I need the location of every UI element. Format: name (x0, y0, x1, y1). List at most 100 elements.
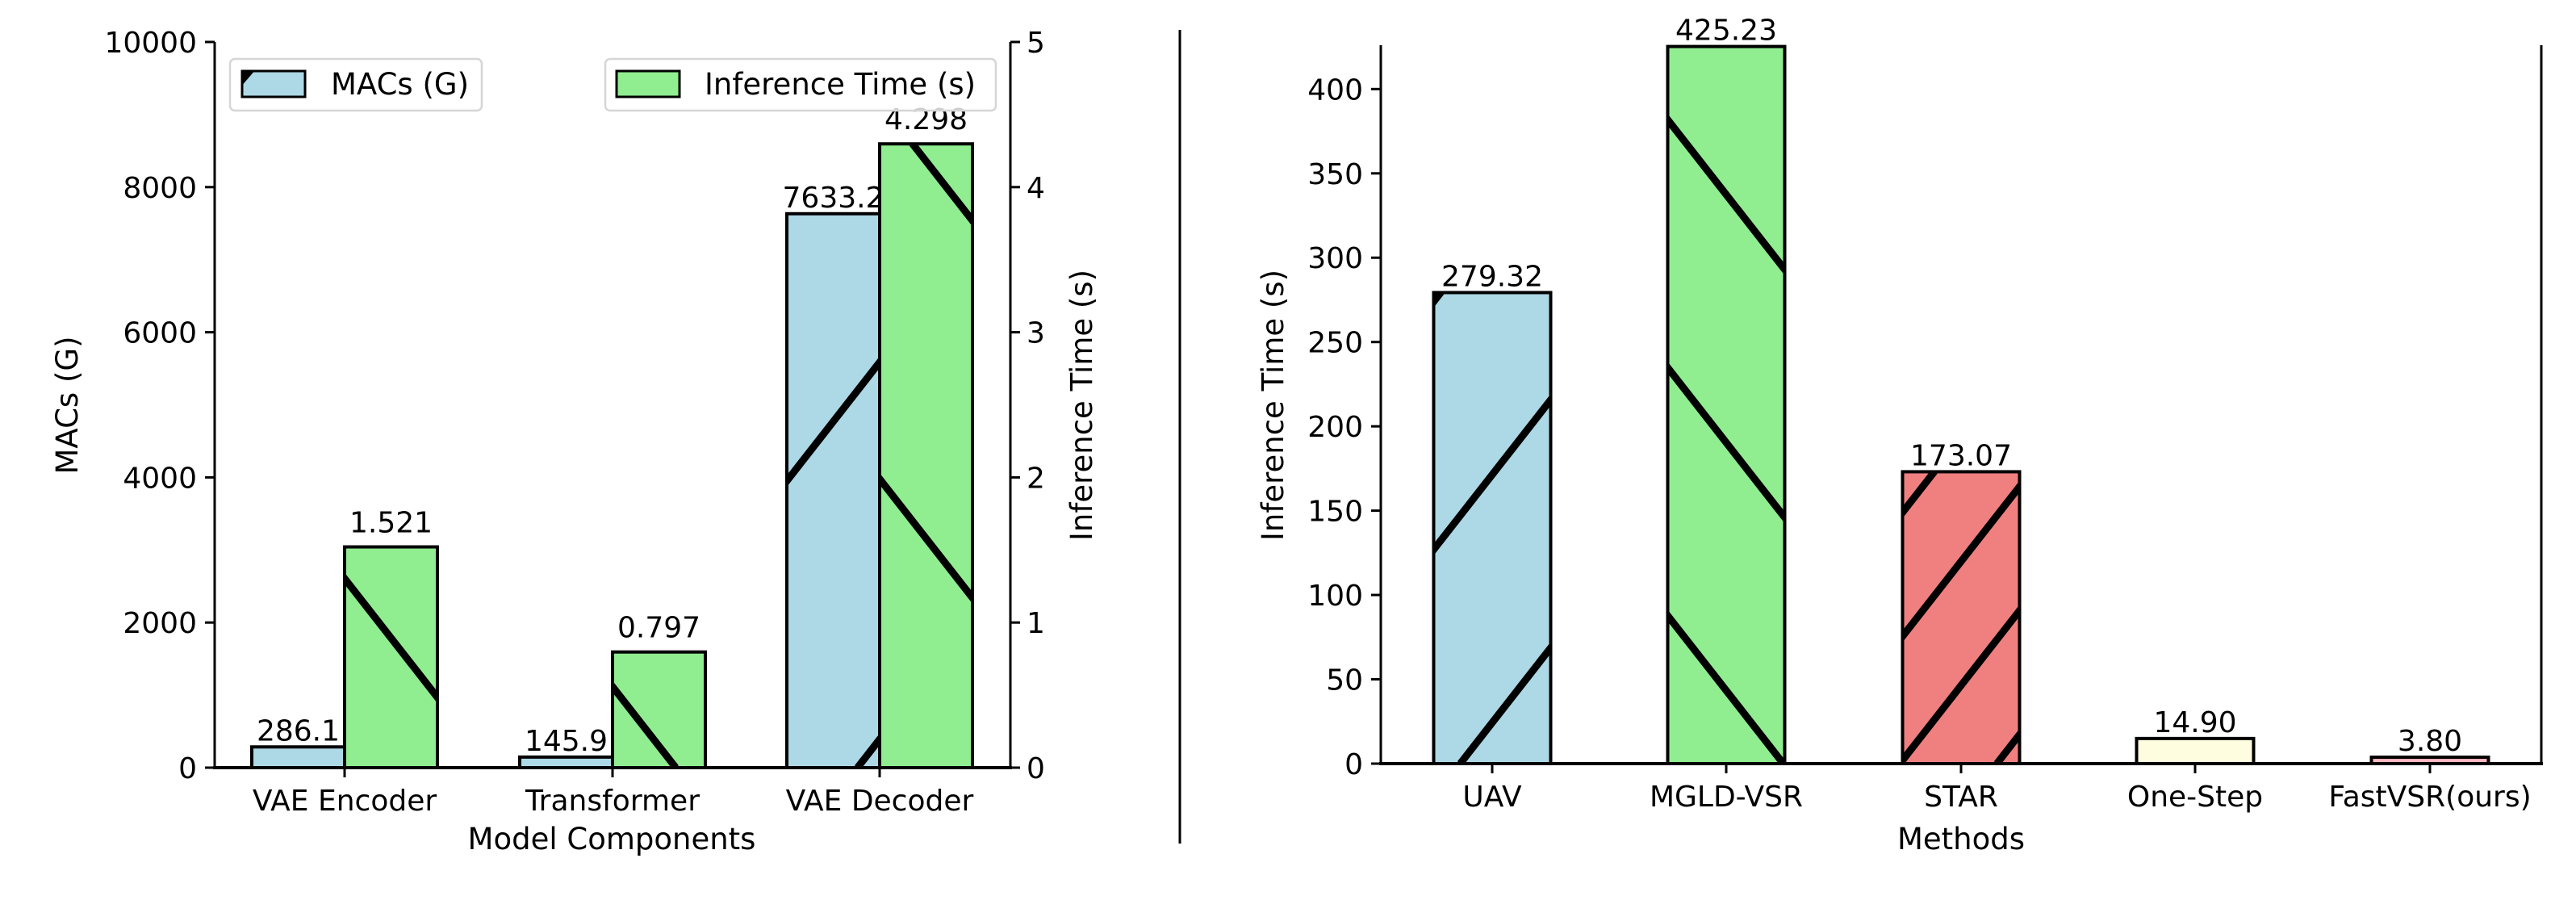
hatch-line (0, 0, 588, 768)
hatch-line (0, 0, 56, 768)
bar-inference-time (0, 0, 1377, 769)
hatch-line (787, 356, 880, 488)
hatch-line (593, 0, 1854, 768)
hatch-line (135, 0, 1396, 764)
bar-uav-hatch (0, 0, 1753, 764)
legend-macs-swatch-fill (240, 69, 307, 98)
hatch-line (800, 0, 2061, 768)
legend-macs-label: MACs (G) (331, 67, 469, 102)
bar-star-fill (1902, 471, 2020, 764)
y-tick-label: 2000 (123, 607, 197, 640)
bar-inference-time (593, 0, 1854, 769)
hatch-line (1993, 728, 2020, 764)
hatch-line (1667, 362, 1785, 524)
bar-inference-time-hatch (0, 0, 2284, 768)
bar-label-inference-time: 0.797 (617, 612, 700, 645)
bar-mgld-vsr-fill (1667, 46, 1785, 764)
bar-star-hatch (1222, 0, 2576, 764)
bar-inference-time-fill (345, 546, 437, 768)
left-x-ticks: VAE Encoder Transformer VAE Decoder (253, 768, 974, 818)
right-bar-labels: 279.32 425.23 173.07 14.90 3.80 (1441, 15, 2462, 758)
hatch-line (115, 0, 1377, 768)
bar-value-label: 279.32 (1441, 260, 1543, 293)
y-tick-label: 50 (1326, 664, 1363, 697)
right-chart-x-axis-label: Methods (1897, 822, 2025, 856)
bar-inference-time-fill (880, 144, 972, 768)
hatch-line (1902, 480, 2020, 643)
hatch-line (2287, 0, 2576, 764)
hatch-line (0, 0, 1170, 768)
y-tick-label: 150 (1307, 496, 1363, 529)
bar-mgld-vsr-hatch (0, 0, 2576, 764)
hatch-line (2265, 0, 2576, 764)
hatch-line (0, 0, 646, 768)
right-chart-x-ticks: UAV MGLD-VSR STAR One-Step FastVSR(ours) (1462, 764, 2532, 814)
hatch-line (0, 0, 1177, 768)
hatch-line (491, 0, 1753, 764)
hatch-line (0, 0, 221, 768)
x-tick-label: Transformer (525, 785, 700, 818)
hatch-line (2190, 0, 2576, 764)
hatch-line (1222, 0, 2483, 764)
hatch-line (0, 0, 40, 764)
hatch-line (1684, 0, 2576, 764)
bar-macs-fill (787, 213, 880, 768)
bar-inference-time (0, 0, 2284, 769)
hatch-line (2481, 0, 2576, 764)
y2-tick-label: 2 (1027, 462, 1045, 495)
bar-fastvsr-ours--fill (2371, 757, 2489, 764)
x-tick-label: MGLD-VSR (1650, 781, 1803, 814)
hatch-line (2093, 0, 2576, 764)
legend-inference-time: Inference Time (s) (604, 57, 997, 112)
y2-tick-label: 0 (1027, 752, 1045, 785)
x-tick-label: One-Step (2127, 781, 2263, 814)
legend-inference-swatch (615, 69, 681, 98)
hatch-line (0, 0, 234, 764)
x-tick-label: STAR (1924, 781, 1998, 814)
right-y-axis-label: Inference Time (s) (1064, 270, 1099, 541)
y-tick-label: 10000 (104, 27, 197, 60)
hatch-line (880, 473, 972, 604)
hatch-line (0, 0, 621, 764)
hatch-line (2331, 0, 2576, 768)
y-tick-label: 6000 (123, 317, 197, 350)
hatch-line (1667, 609, 1785, 764)
bar-star (1222, 0, 2576, 765)
right-chart-y-axis-label: Inference Time (s) (1256, 270, 1290, 541)
hatch-line (0, 0, 1172, 764)
x-tick-label: VAE Decoder (786, 785, 974, 818)
x-tick-label: UAV (1462, 781, 1522, 814)
hatch-line (907, 144, 972, 227)
y-tick-label: 0 (1344, 748, 1363, 781)
hatch-line (1022, 0, 2284, 768)
bar-label-macs: 286.1 (257, 714, 340, 747)
left-x-axis-label: Model Components (468, 822, 756, 856)
hatch-line (2036, 0, 2576, 768)
hatch-line (613, 680, 679, 768)
hatch-line (1742, 0, 2576, 768)
hatch-line (1902, 471, 1939, 519)
bar-label-macs: 145.9 (525, 725, 608, 758)
y2-tick-label: 4 (1027, 172, 1045, 205)
x-tick-label: VAE Encoder (253, 785, 437, 818)
bar-label-inference-time: 1.521 (349, 507, 433, 540)
legend-inference-frame (604, 57, 997, 112)
left-bars (0, 0, 2576, 770)
bar-value-label: 425.23 (1675, 15, 1777, 48)
y2-tick-label: 5 (1027, 27, 1045, 60)
legend-macs: MACs (G) (228, 57, 483, 112)
bar-one-step-fill (2136, 738, 2254, 764)
y-tick-label: 8000 (123, 172, 197, 205)
hatch-line (2384, 0, 2576, 764)
left-y2-ticks: 0 1 2 3 4 5 (1010, 27, 1045, 785)
legend-macs-hatch-mark (243, 72, 253, 84)
hatch-line (104, 0, 1365, 764)
y-tick-label: 4000 (123, 462, 197, 495)
hatch-line (2459, 0, 2576, 764)
y-tick-label: 250 (1307, 327, 1363, 360)
hatch-line (0, 0, 198, 768)
y-tick-label: 0 (178, 752, 197, 785)
bar-value-label: 173.07 (1910, 439, 2012, 472)
hatch-line (793, 0, 2055, 768)
